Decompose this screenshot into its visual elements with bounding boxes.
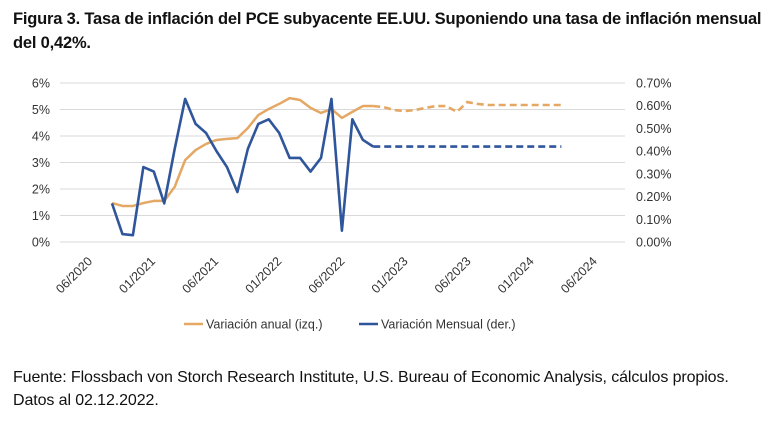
figure-title: Figura 3. Tasa de inflación del PCE suby… [13,10,762,52]
x-tick-label: 01/2023 [369,254,411,296]
y-axis-right: 0.00% 0.10% 0.20% 0.30% 0.40% 0.50% 0.60% 0.70% [636,77,671,250]
y-right-tick-label: 0.60% [636,99,671,113]
series-lines [110,96,562,237]
x-tick-label: 01/2021 [116,254,158,296]
x-tick-label: 06/2024 [558,254,600,296]
x-tick-label: 06/2023 [432,254,474,296]
y-left-tick-label: 6% [32,77,50,91]
y-right-tick-label: 0.50% [636,122,671,136]
y-left-tick-label: 1% [32,209,50,223]
y-right-tick-label: 0.20% [636,190,671,204]
y-left-tick-label: 0% [32,236,50,250]
y-right-tick-label: 0.70% [636,77,671,91]
y-right-tick-label: 0.30% [636,167,671,181]
line-monthly [110,97,374,237]
source-note: Fuente: Flossbach von Storch Research In… [13,369,729,409]
x-tick-label: 06/2022 [306,254,348,296]
y-left-tick-label: 3% [32,156,50,170]
y-left-tick-label: 4% [32,130,50,144]
line-annual [111,96,374,208]
y-right-tick-label: 0.10% [636,213,671,227]
x-axis: 06/2020 01/2021 06/2021 01/2022 06/2022 01/20… [53,254,600,296]
line-annual-forecast [373,100,562,114]
y-left-tick-label: 2% [32,183,50,197]
y-axis-left: 0% 1% 2% 3% 4% 5% 6% [32,77,50,250]
gridlines [60,82,625,243]
y-left-tick-label: 5% [32,103,50,117]
legend-label-annual: Variación anual (izq.) [206,318,323,332]
x-tick-label: 01/2024 [495,254,537,296]
y-right-tick-label: 0.40% [636,145,671,159]
x-tick-label: 06/2020 [53,254,95,296]
legend-label-monthly: Variación Mensual (der.) [381,318,516,332]
legend: Variación anual (izq.) Variación Mensual… [184,318,516,332]
x-tick-label: 06/2021 [179,254,221,296]
y-right-tick-label: 0.00% [636,236,671,250]
x-tick-label: 01/2022 [243,254,285,296]
